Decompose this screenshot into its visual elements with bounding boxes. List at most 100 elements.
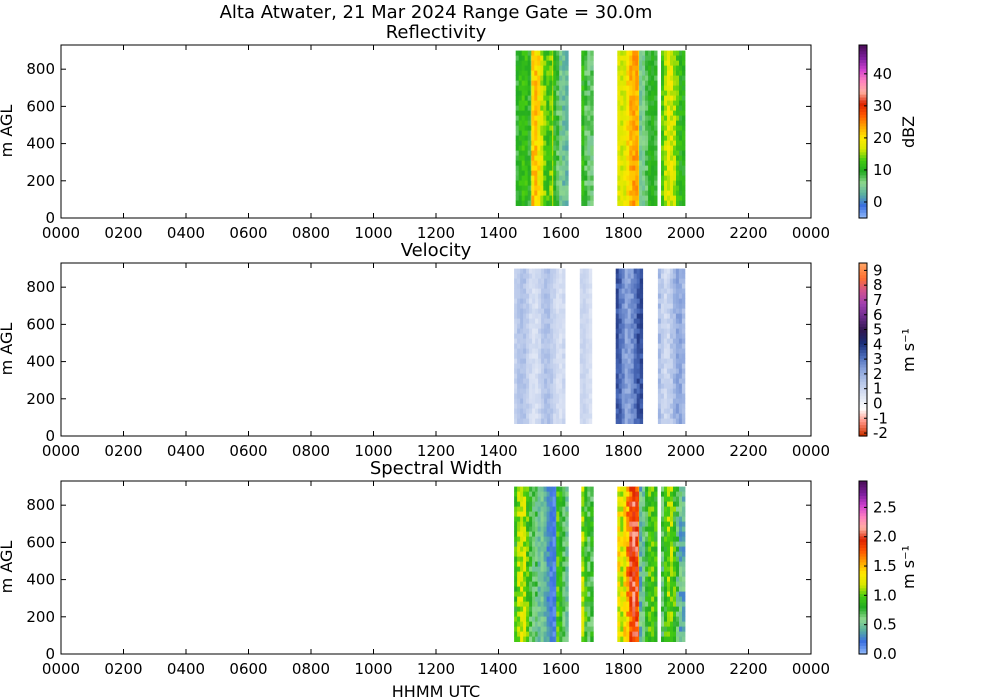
axes-frame: [60, 44, 812, 219]
colorbar-tick-label: 5: [873, 321, 883, 339]
y-axis-label-velocity: m AGL: [0, 323, 16, 376]
x-tick-label: 1600: [542, 660, 580, 678]
x-tick-label: 0000: [792, 224, 830, 242]
panel-velocity: Velocity 0000 0200 0400 0600 0800 1000 1200 140…: [0, 240, 918, 460]
colorbar-frame: [858, 262, 868, 437]
axes-frame: [60, 262, 812, 437]
x-tick-label: 1800: [604, 660, 642, 678]
x-tick-label: 0200: [104, 224, 142, 242]
x-tick-label: 0000: [792, 660, 830, 678]
y-tick-label: 800: [26, 60, 55, 78]
plot-area-spectral-width: 0000 0200 0400 0600 0800 1000 1200 1400 1600 1800…: [26, 480, 830, 678]
x-tick-label: 0000: [42, 442, 80, 460]
axes-frame: [60, 480, 812, 655]
swath: [581, 50, 594, 206]
colorbar-tick-label: 20: [873, 129, 892, 147]
x-axis-label: HHMM UTC: [392, 682, 480, 700]
y-tick-label: 400: [26, 353, 55, 371]
x-tick-label: 2000: [667, 442, 705, 460]
x-tick-label: 0200: [104, 660, 142, 678]
y-tick-label: 600: [26, 315, 55, 333]
x-tick-label: 0800: [292, 442, 330, 460]
colorbar-tick-label: 2: [873, 365, 883, 383]
swath: [617, 486, 642, 642]
x-tick-label: 2200: [729, 224, 767, 242]
panel-spectral-width: Spectral Width 0000 0200 0400 0600 0800 1000 1…: [0, 458, 918, 678]
x-tick-label: 0400: [167, 224, 205, 242]
panel-title-reflectivity: Reflectivity: [386, 22, 487, 43]
panel-reflectivity: Reflectivity 0000 0200 0400 0600 0800 1000 120…: [0, 22, 918, 242]
y-tick-label: 600: [26, 533, 55, 551]
swath: [531, 50, 556, 206]
swath: [615, 268, 644, 424]
swath: [617, 50, 642, 206]
x-tick-label: 0400: [167, 660, 205, 678]
x-tick-label: 1400: [479, 442, 517, 460]
x-tick-label: 1000: [354, 660, 392, 678]
colorbar-tick-label: 3: [873, 350, 883, 368]
x-tick-label: 0800: [292, 660, 330, 678]
x-tick-label: 0200: [104, 442, 142, 460]
x-tick-label: 0800: [292, 224, 330, 242]
swath: [639, 486, 658, 642]
x-tick-label: 0600: [229, 660, 267, 678]
x-tick-label: 0600: [229, 224, 267, 242]
y-tick-label: 200: [26, 172, 55, 190]
colorbar-tick-label: 1: [873, 380, 883, 398]
x-tick-label: 1200: [417, 442, 455, 460]
colorbar-tick-label: 2.0: [873, 528, 897, 546]
x-tick-label: 0400: [167, 442, 205, 460]
x-tick-label: 1600: [542, 442, 580, 460]
y-tick-label: 0: [45, 209, 55, 227]
colorbar-frame: [858, 44, 868, 219]
colorbar-label-spectral-width: m s⁻¹: [899, 545, 918, 589]
colorbar-tick-label: -1: [873, 409, 888, 427]
x-tick-label: 0000: [42, 224, 80, 242]
swath: [537, 486, 559, 642]
colorbar-label-velocity: m s⁻¹: [899, 328, 918, 372]
colorbar-tick-label: 0.5: [873, 616, 897, 634]
swath: [581, 486, 594, 642]
panel-title-spectral-width: Spectral Width: [370, 458, 502, 479]
x-tick-label: 2000: [667, 224, 705, 242]
colorbar-tick-label: 2.5: [873, 498, 897, 516]
y-tick-label: 0: [45, 645, 55, 663]
y-tick-label: 400: [26, 571, 55, 589]
colorbar-tick-label: 0.0: [873, 645, 897, 663]
y-tick-label: 800: [26, 278, 55, 296]
y-tick-label: 200: [26, 608, 55, 626]
swath: [514, 486, 539, 642]
swath: [661, 486, 686, 642]
colorbar-tick-label: -2: [873, 424, 888, 442]
colorbar-spectral-width: 0.0 0.5 1.0 1.5 2.0 2.5: [858, 480, 897, 663]
colorbar-tick-label: 6: [873, 306, 883, 324]
y-axis-label-reflectivity: m AGL: [0, 105, 16, 158]
x-tick-label: 1800: [604, 224, 642, 242]
swath: [639, 50, 658, 206]
x-tick-label: 0600: [229, 442, 267, 460]
colorbar-tick-label: 40: [873, 65, 892, 83]
colorbar-tick-label: 30: [873, 97, 892, 115]
colorbar-tick-label: 7: [873, 291, 883, 309]
colorbar-reflectivity: 0 10 20 30 40: [858, 44, 892, 219]
plot-area-velocity: 0000 0200 0400 0600 0800 1000 1200 1400 1600 1800…: [26, 262, 830, 460]
x-tick-label: 1000: [354, 224, 392, 242]
panel-title-velocity: Velocity: [401, 240, 472, 261]
x-tick-label: 2200: [729, 660, 767, 678]
x-tick-label: 0000: [42, 660, 80, 678]
swath: [579, 268, 593, 424]
x-tick-label: 1000: [354, 442, 392, 460]
colorbar-tick-label: 10: [873, 161, 892, 179]
x-tick-label: 2000: [667, 660, 705, 678]
swath: [657, 268, 686, 424]
y-tick-label: 400: [26, 135, 55, 153]
y-tick-label: 800: [26, 496, 55, 514]
colorbar-tick-label: 0: [873, 193, 883, 211]
colorbar-tick-label: 4: [873, 335, 883, 353]
colorbar-tick-label: 0: [873, 394, 883, 412]
y-tick-label: 200: [26, 390, 55, 408]
x-tick-label: 1800: [604, 442, 642, 460]
plot-area-reflectivity: 0000 0200 0400 0600 0800 1000 1200 1400 1600 1800…: [26, 44, 830, 242]
